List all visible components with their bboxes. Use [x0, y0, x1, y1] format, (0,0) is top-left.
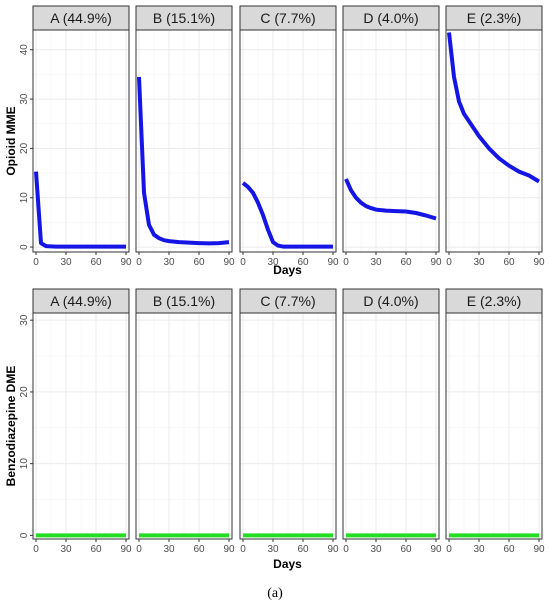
x-tick-label: 30	[370, 544, 382, 555]
x-tick-label: 30	[60, 257, 72, 268]
opioid-series-line	[34, 171, 126, 249]
x-tick-label: 60	[400, 257, 412, 268]
facet-strip	[445, 5, 543, 31]
x-tick-label: 90	[327, 544, 339, 555]
x-tick-label: 0	[33, 257, 39, 268]
x-tick-label: 60	[193, 544, 205, 555]
benzo-facet-5: E (2.3%) 0 30 60 90	[445, 288, 545, 555]
x-tick-label: 30	[473, 544, 485, 555]
opioid-series-line	[344, 178, 437, 221]
facet-label: C (7.7%)	[260, 10, 315, 26]
x-tick-label: 90	[223, 544, 235, 555]
x-tick-label: 60	[400, 544, 412, 555]
panel-border	[342, 312, 440, 540]
facet-label: D (4.0%)	[363, 293, 418, 309]
panel-border	[32, 29, 130, 253]
facet-strip	[342, 5, 440, 31]
facet-label: A (44.9%)	[50, 293, 111, 309]
benzo-facet-3: C (7.7%) 0 30 60 90	[239, 288, 339, 555]
benzo-facet-4: D (4.0%) 0 30 60 90	[342, 288, 442, 555]
x-tick-label: 90	[327, 257, 339, 268]
x-tick-label: 90	[430, 544, 442, 555]
facet-label: B (15.1%)	[153, 293, 215, 309]
y-axis-title: Benzodiazepine DME	[4, 366, 18, 487]
panel-border	[239, 29, 337, 253]
y-axis-title: Opioid MME	[4, 106, 18, 175]
facet-label: E (2.3%)	[467, 10, 521, 26]
facet-strip	[239, 288, 337, 314]
x-tick-label: 60	[503, 544, 515, 555]
x-axis-title: Days	[273, 263, 302, 277]
opioid-series-line	[137, 76, 230, 246]
x-tick-label: 60	[90, 257, 102, 268]
y-tick-label: 0	[19, 532, 30, 538]
panel-border	[239, 312, 337, 540]
opioid-series-line	[241, 181, 333, 249]
benzo-facet-1: A (44.9%) 0 30 60 90 0 10 20 30	[19, 288, 132, 555]
y-tick-label: 20	[19, 386, 30, 398]
benzo-facet-2: B (15.1%) 0 30 60 90	[135, 288, 235, 555]
x-tick-label: 30	[473, 257, 485, 268]
x-tick-label: 30	[267, 544, 279, 555]
x-tick-label: 90	[533, 257, 545, 268]
x-tick-label: 60	[503, 257, 515, 268]
y-tick-label: 40	[19, 44, 30, 56]
facet-strip	[239, 5, 337, 31]
panel-border	[445, 312, 543, 540]
y-tick-label: 30	[19, 314, 30, 326]
facet-label: A (44.9%)	[50, 10, 111, 26]
x-tick-label: 90	[223, 257, 235, 268]
opioid-series-line	[447, 32, 541, 184]
x-tick-label: 0	[33, 544, 39, 555]
x-tick-label: 90	[430, 257, 442, 268]
panel-border	[445, 29, 543, 253]
panel-border	[135, 29, 233, 253]
x-tick-label: 0	[343, 544, 349, 555]
x-tick-label: 60	[90, 544, 102, 555]
x-tick-label: 0	[446, 544, 452, 555]
opioid-facet-4: D (4.0%) 0 30 60 90	[342, 5, 442, 268]
panel-border	[32, 312, 130, 540]
faceted-line-figure: A (44.9%) 0 30 60 90 0 10 20 30 40 B (15.1%) 0 30 60 9…	[4, 5, 545, 571]
figure-caption: (a)	[267, 586, 283, 601]
x-axis-title: Days	[273, 557, 302, 571]
x-tick-label: 30	[60, 544, 72, 555]
x-tick-label: 30	[163, 257, 175, 268]
x-tick-label: 90	[120, 257, 132, 268]
x-tick-label: 30	[163, 544, 175, 555]
x-tick-label: 90	[533, 544, 545, 555]
facet-label: C (7.7%)	[260, 293, 315, 309]
x-tick-label: 30	[267, 257, 279, 268]
x-tick-label: 0	[240, 544, 246, 555]
opioid-facet-3: C (7.7%) 0 30 60 90	[239, 5, 339, 268]
facet-strip	[342, 288, 440, 314]
x-tick-label: 0	[136, 544, 142, 555]
opioid-facet-2: B (15.1%) 0 30 60 90	[135, 5, 235, 268]
x-tick-label: 60	[193, 257, 205, 268]
x-tick-label: 60	[297, 257, 309, 268]
panel-border	[135, 312, 233, 540]
facet-label: E (2.3%)	[467, 293, 521, 309]
y-tick-label: 10	[19, 458, 30, 470]
x-tick-label: 0	[240, 257, 246, 268]
x-tick-label: 0	[446, 257, 452, 268]
y-tick-label: 10	[19, 192, 30, 204]
facet-label: B (15.1%)	[153, 10, 215, 26]
y-tick-label: 30	[19, 93, 30, 105]
opioid-facet-5: E (2.3%) 0 30 60 90	[445, 5, 545, 268]
x-tick-label: 90	[120, 544, 132, 555]
panel-border	[342, 29, 440, 253]
x-tick-label: 0	[343, 257, 349, 268]
x-tick-label: 60	[297, 544, 309, 555]
y-tick-label: 0	[19, 244, 30, 250]
opioid-mme-chart: A (44.9%) 0 30 60 90 0 10 20 30 40 B (15.1%) 0 30 60 9…	[4, 5, 545, 277]
opioid-facet-1: A (44.9%) 0 30 60 90 0 10 20 30 40	[19, 5, 132, 268]
facet-strip	[32, 5, 130, 31]
facet-label: D (4.0%)	[363, 10, 418, 26]
x-tick-label: 0	[136, 257, 142, 268]
x-tick-label: 30	[370, 257, 382, 268]
y-tick-label: 20	[19, 142, 30, 154]
